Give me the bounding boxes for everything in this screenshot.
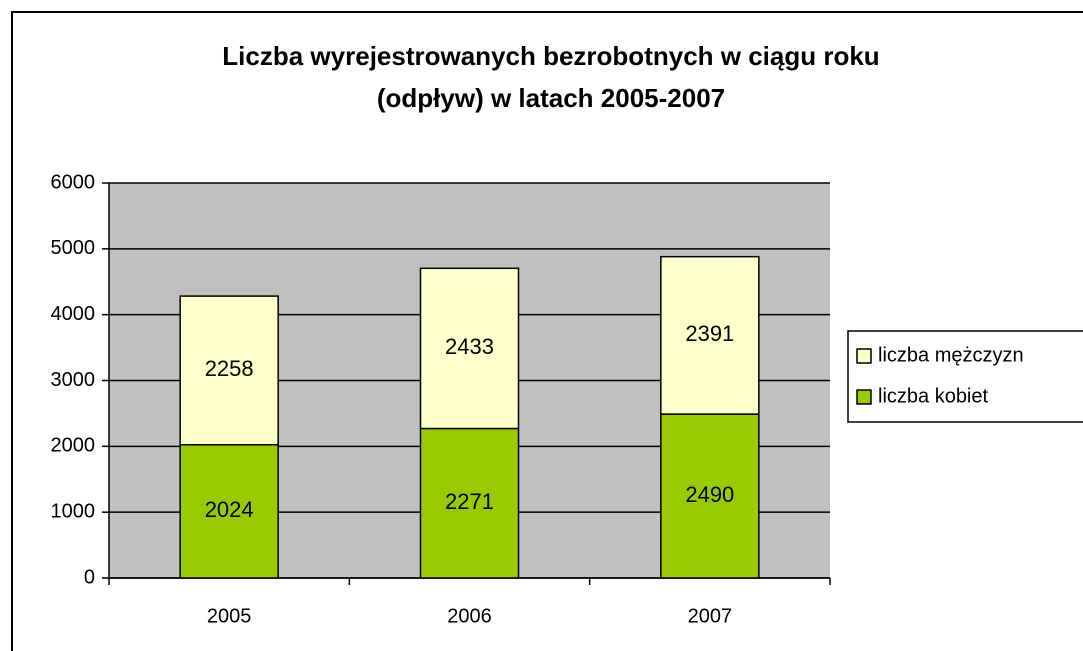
legend-swatch [856, 348, 872, 364]
y-tick-label: 5000 [51, 237, 96, 259]
y-tick-label: 0 [84, 566, 95, 588]
chart-title: Liczba wyrejestrowanych bezrobotnych w c… [222, 41, 879, 71]
legend-label: liczba kobiet [878, 385, 989, 407]
bar-segment [660, 413, 760, 579]
x-tick-label: 2005 [207, 605, 252, 627]
legend-label: liczba mężczyzn [878, 344, 1024, 366]
data-label: 2391 [685, 321, 734, 346]
bar-segment [419, 427, 520, 579]
y-tick-label: 2000 [51, 435, 96, 457]
chart-title: (odpływ) w latach 2005-2007 [377, 83, 725, 113]
y-tick-label: 1000 [51, 500, 96, 522]
y-tick-label: 4000 [51, 303, 96, 325]
bar-segment [660, 255, 760, 415]
y-tick-label: 6000 [51, 171, 96, 193]
bar-segment [179, 295, 279, 446]
data-label: 2271 [445, 489, 494, 514]
legend-swatch [856, 389, 872, 405]
data-label: 2490 [685, 482, 734, 507]
y-tick-label: 3000 [51, 369, 96, 391]
data-label: 2258 [205, 356, 254, 381]
bar-segment [419, 267, 520, 430]
data-label: 2024 [205, 497, 254, 522]
x-tick-label: 2006 [447, 605, 492, 627]
legend-box [847, 330, 1083, 423]
data-label: 2433 [445, 334, 494, 359]
x-tick-label: 2007 [688, 605, 733, 627]
